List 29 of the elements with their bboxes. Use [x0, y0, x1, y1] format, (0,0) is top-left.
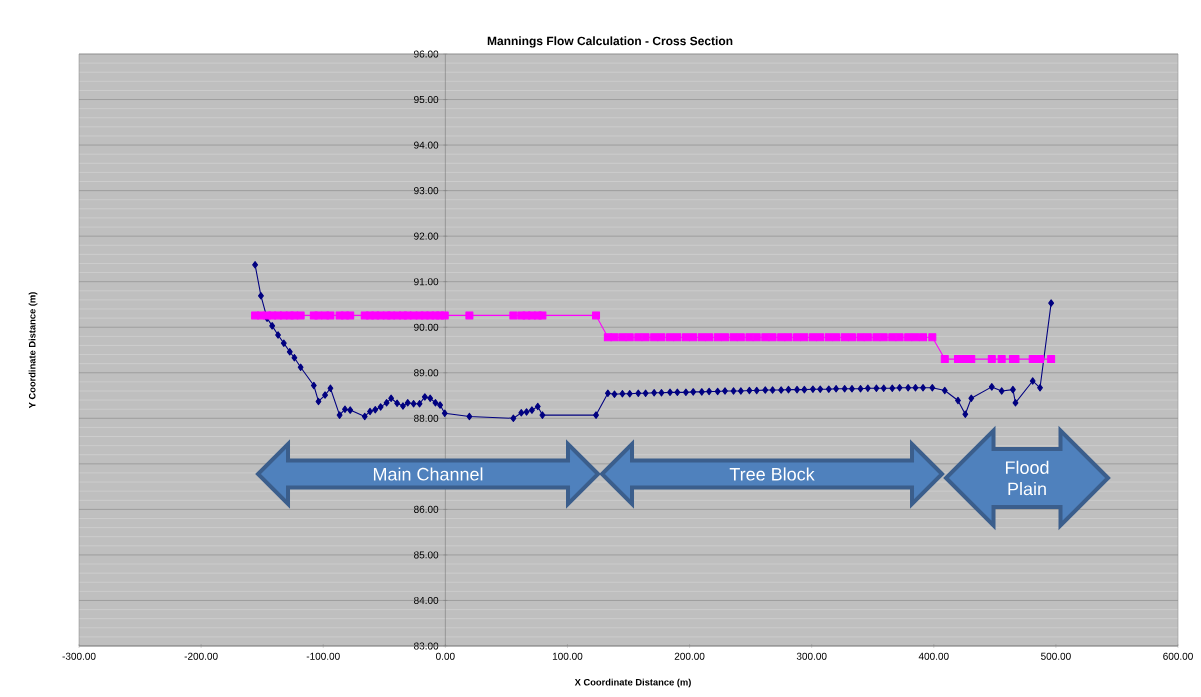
- y-tick-label: 94.00: [414, 141, 439, 149]
- x-tick-label: -300.00: [62, 652, 96, 660]
- y-tick-label: 83.00: [414, 642, 439, 650]
- x-tick-label: -100.00: [306, 652, 340, 660]
- x-axis-title: X Coordinate Distance (m): [574, 678, 691, 688]
- y-tick-label: 91.00: [414, 278, 439, 286]
- y-axis-title: Y Coordinate Distance (m): [28, 292, 38, 409]
- x-tick-label: 100.00: [552, 652, 583, 660]
- y-tick-label: 93.00: [414, 187, 439, 195]
- x-tick-label: 500.00: [1041, 652, 1071, 660]
- y-tick-label: 88.00: [414, 414, 439, 422]
- y-tick-label: 96.00: [414, 50, 439, 58]
- y-tick-label: 85.00: [414, 551, 439, 559]
- annotation: Main Channel: [373, 467, 483, 481]
- y-tick-label: 84.00: [414, 596, 439, 605]
- x-tick-label: 0.00: [436, 652, 455, 660]
- x-tick-label: 300.00: [796, 652, 827, 660]
- y-tick-label: 95.00: [414, 95, 439, 104]
- x-tick-label: 600.00: [1163, 652, 1193, 660]
- y-tick-label: 89.00: [414, 369, 439, 377]
- y-tick-label: 90.00: [414, 323, 439, 331]
- chart-title: Mannings Flow Calculation - Cross Section: [487, 36, 733, 48]
- y-tick-label: 92.00: [414, 232, 439, 240]
- annotation: Tree Block: [729, 467, 815, 481]
- x-tick-label: 400.00: [918, 652, 949, 660]
- x-tick-label: -200.00: [184, 652, 218, 660]
- x-tick-label: 200.00: [674, 652, 705, 660]
- y-tick-label: 86.00: [414, 505, 439, 513]
- annotation: Flood Plain: [1005, 460, 1049, 496]
